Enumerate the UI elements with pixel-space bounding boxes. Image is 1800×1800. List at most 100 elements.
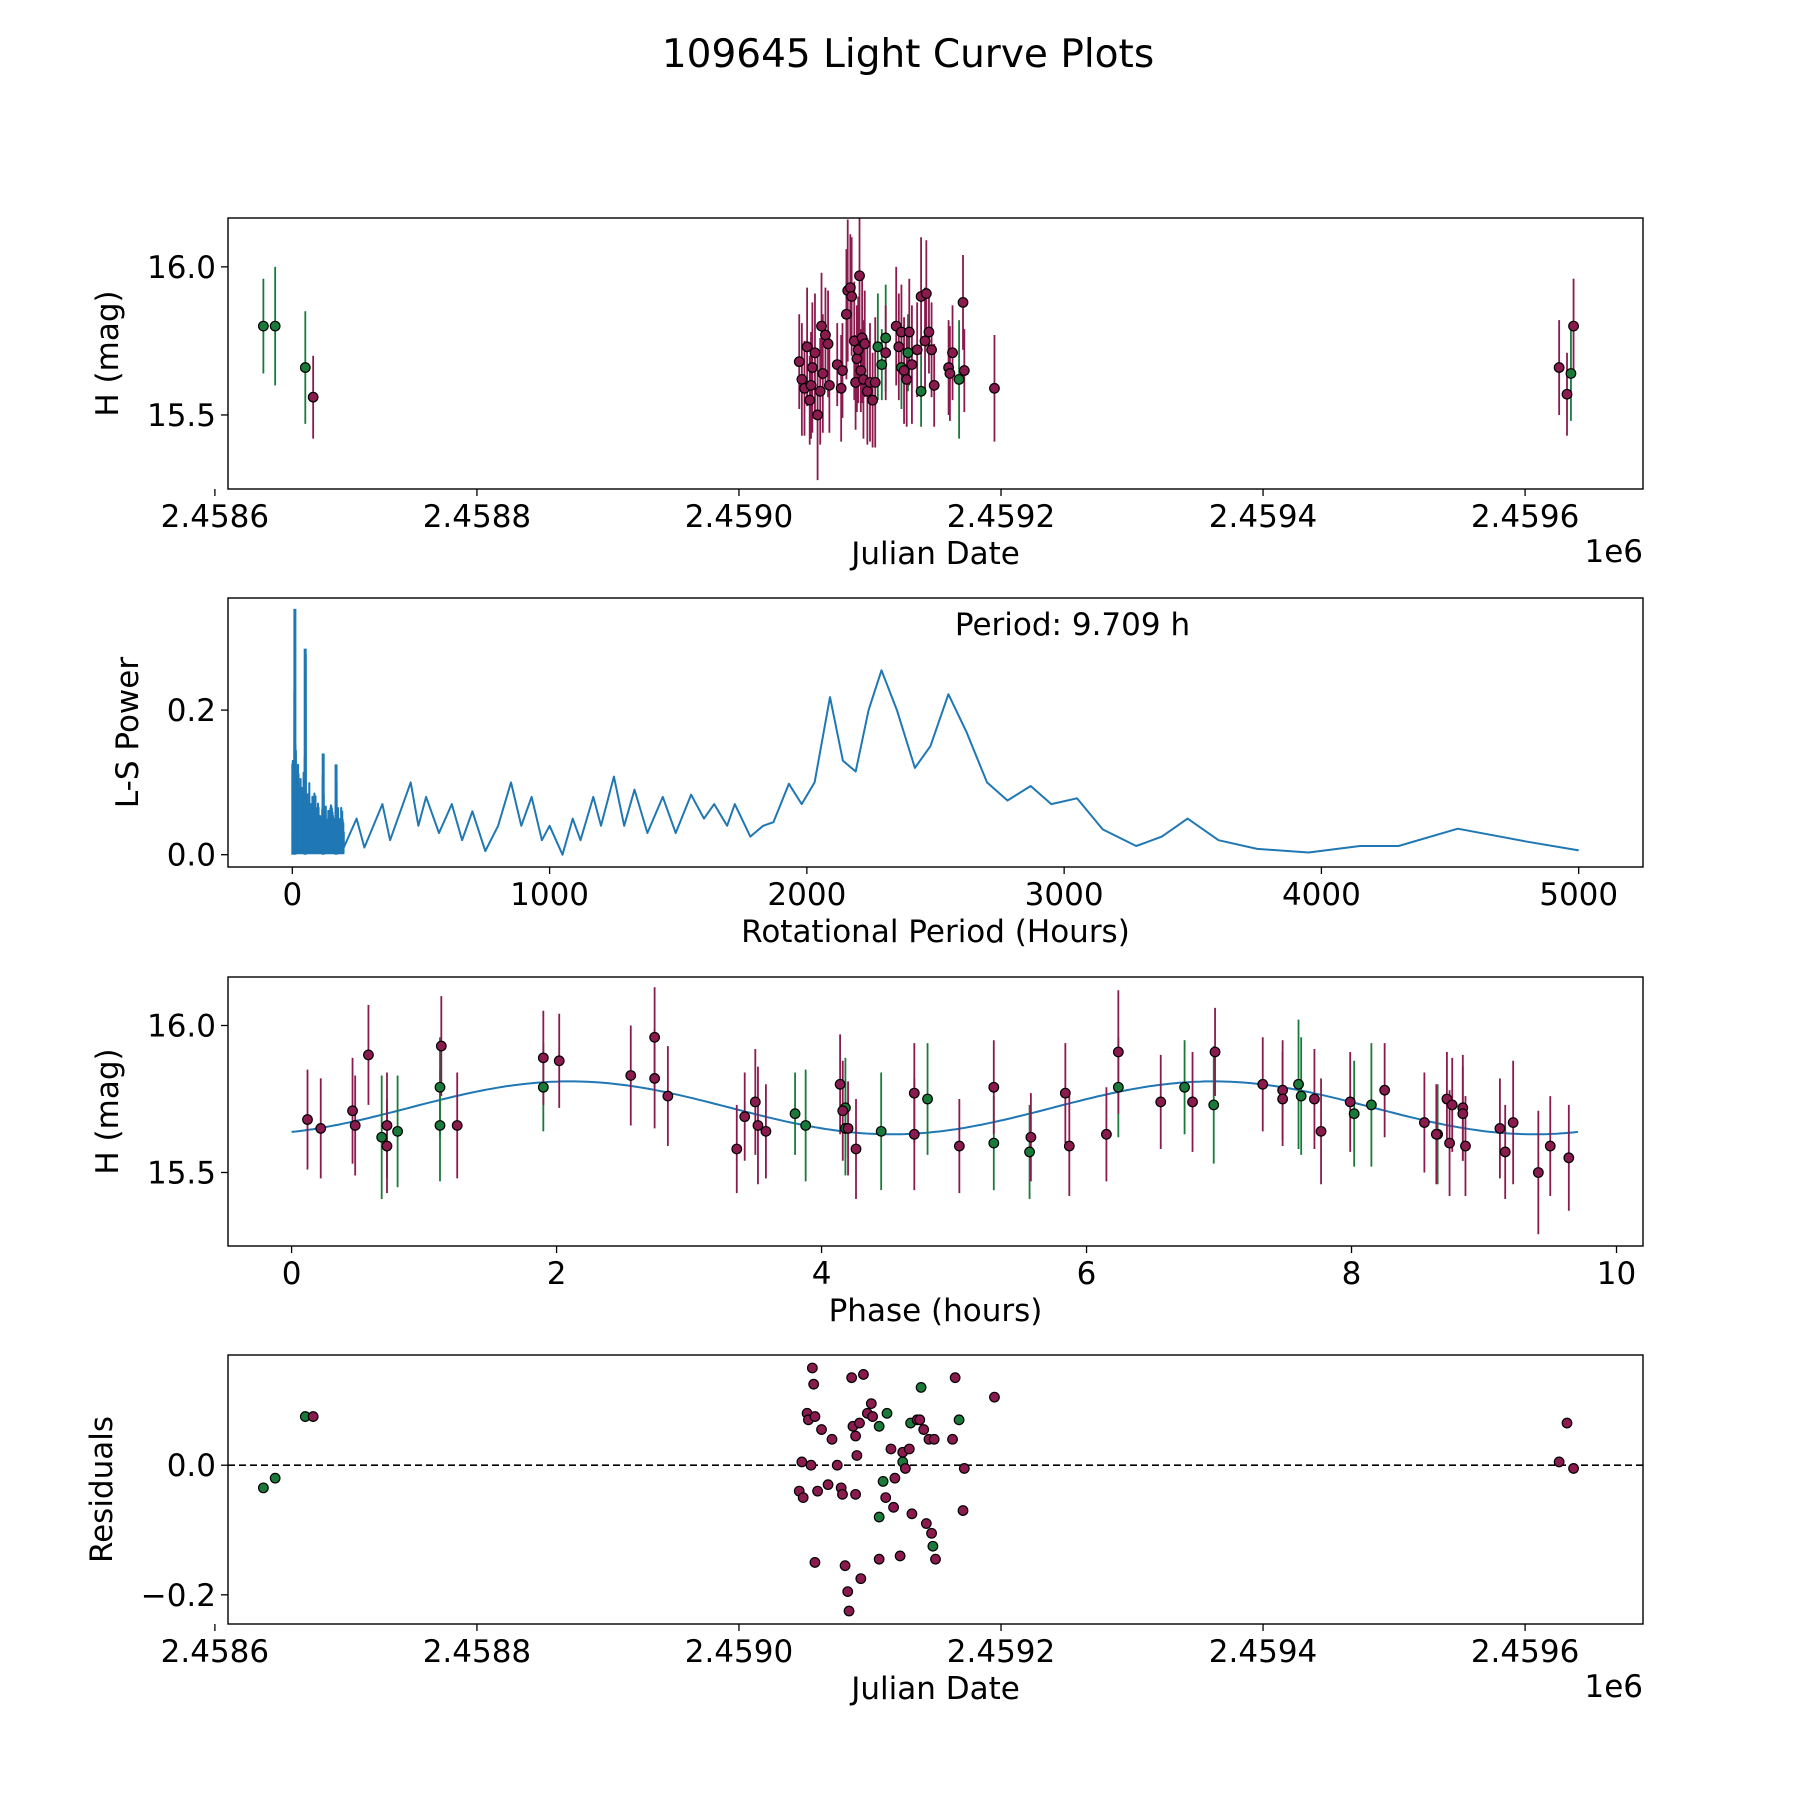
data-point-r	[839, 1560, 851, 1572]
data-point-g	[269, 320, 281, 332]
data-point-g	[880, 332, 892, 344]
data-point-r	[537, 1052, 549, 1064]
y-tick-label: 16.0	[147, 1009, 216, 1045]
x-tick-label: 2.4594	[1209, 1634, 1317, 1670]
data-point-r	[1257, 1078, 1269, 1090]
x-tick-label: 4	[812, 1256, 832, 1292]
data-point-g	[1208, 1099, 1220, 1111]
data-point-r	[958, 365, 970, 376]
data-point-r	[808, 1378, 820, 1390]
data-point-r	[851, 353, 863, 365]
data-point-r	[649, 1073, 661, 1084]
data-point-r	[835, 382, 847, 394]
data-point-g	[537, 1081, 549, 1093]
y-axis-label: H (mag)	[90, 1048, 126, 1174]
data-point-r	[926, 344, 937, 356]
data-point-r	[1379, 1084, 1391, 1096]
data-point-r	[315, 1123, 327, 1134]
data-layer-periodogram	[291, 608, 1579, 856]
data-point-r	[731, 1143, 743, 1155]
data-point-r	[1277, 1084, 1289, 1096]
data-point-g	[257, 320, 269, 332]
data-point-r	[953, 1140, 965, 1152]
data-point-g	[1565, 368, 1577, 379]
data-point-r	[885, 1443, 897, 1455]
data-point-g	[299, 362, 311, 373]
data-point-r	[739, 1111, 751, 1123]
data-point-g	[988, 1137, 1000, 1149]
x-tick-label: 2.4588	[423, 499, 531, 535]
data-point-r	[846, 1372, 858, 1384]
data-point-r	[947, 1433, 958, 1445]
data-point-r	[1532, 1167, 1544, 1178]
data-point-r	[381, 1140, 393, 1152]
data-point-r	[906, 359, 918, 371]
data-point-r	[749, 1096, 761, 1108]
y-tick-label: 15.5	[147, 398, 216, 434]
periodogram-line	[291, 653, 1579, 856]
x-tick-label: 0	[282, 877, 302, 913]
data-layer-phase	[291, 987, 1579, 1235]
data-point-r	[1446, 1099, 1458, 1111]
data-point-g	[927, 1540, 939, 1552]
data-point-r	[888, 1501, 899, 1513]
y-tick-label: −0.2	[141, 1578, 216, 1614]
x-axis-label: Phase (hours)	[829, 1293, 1043, 1329]
x-tick-label: 2.4592	[947, 499, 1055, 535]
data-point-r	[861, 385, 873, 397]
data-point-r	[957, 1505, 969, 1516]
data-point-r	[852, 344, 864, 356]
data-point-r	[1544, 1140, 1556, 1152]
data-point-g	[1295, 1090, 1307, 1102]
data-point-g	[1348, 1108, 1360, 1120]
data-point-r	[1059, 1087, 1071, 1099]
data-point-r	[842, 1123, 854, 1134]
data-point-r	[804, 394, 816, 406]
data-point-r	[662, 1090, 674, 1102]
figure-title: 109645 Light Curve Plots	[662, 32, 1154, 77]
data-point-r	[928, 379, 940, 391]
data-point-r	[435, 1040, 447, 1052]
x-tick-label: 0	[282, 1256, 302, 1292]
data-point-g	[902, 347, 914, 359]
data-point-r	[1507, 1117, 1519, 1128]
data-point-r	[911, 344, 923, 356]
data-point-r	[806, 1362, 818, 1374]
data-point-r	[816, 320, 827, 332]
data-point-g	[1112, 1081, 1124, 1093]
data-point-r	[1553, 1456, 1565, 1468]
data-point-r	[855, 365, 867, 376]
data-point-r	[843, 1605, 855, 1617]
axes-frame-residuals	[227, 1354, 1644, 1625]
x-axis-label: Rotational Period (Hours)	[741, 914, 1130, 950]
data-point-r	[850, 1488, 861, 1500]
data-point-r	[1553, 362, 1565, 373]
data-point-r	[926, 1527, 937, 1539]
data-point-g	[875, 1125, 887, 1137]
fit-curve-line	[291, 1080, 1579, 1136]
data-point-r	[1568, 1463, 1579, 1474]
data-point-r	[822, 338, 834, 350]
period-annotation: Period: 9.709 h	[955, 607, 1190, 643]
data-point-r	[850, 1430, 861, 1442]
x-tick-label: 2000	[767, 877, 846, 913]
data-point-r	[1444, 1137, 1455, 1149]
data-point-g	[257, 1482, 269, 1494]
data-point-r	[307, 391, 319, 403]
data-point-r	[1494, 1123, 1506, 1134]
data-point-r	[859, 338, 871, 350]
data-point-r	[809, 1557, 821, 1568]
data-point-r	[381, 1120, 393, 1131]
axes-frame-periodogram	[227, 597, 1644, 868]
x-tick-label: 2.4588	[423, 1634, 531, 1670]
data-point-r	[625, 1070, 637, 1081]
x-offset-label: 1e6	[1584, 1669, 1643, 1705]
data-point-r	[899, 1463, 911, 1474]
data-point-r	[858, 1369, 869, 1380]
data-point-r	[363, 1049, 374, 1061]
data-point-r	[854, 1417, 865, 1429]
data-point-r	[920, 1518, 932, 1529]
data-point-r	[801, 341, 813, 353]
x-tick-label: 1000	[510, 877, 589, 913]
data-point-g	[392, 1125, 403, 1137]
